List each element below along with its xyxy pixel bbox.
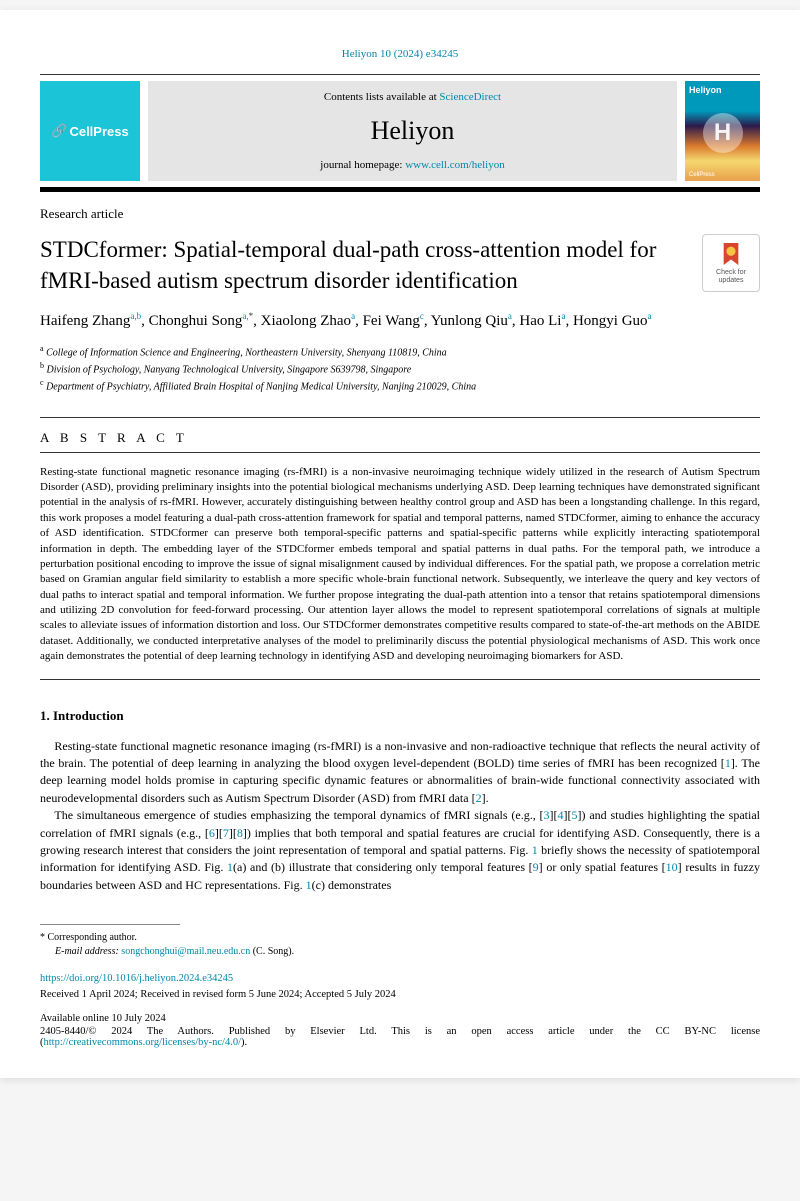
updates-text: Check forupdates bbox=[716, 269, 746, 284]
email-label: E-mail address: bbox=[55, 946, 121, 957]
citation-header: Heliyon 10 (2024) e34245 bbox=[40, 40, 760, 74]
author-affil: a bbox=[648, 311, 652, 321]
author-affil: a bbox=[351, 311, 355, 321]
page: Heliyon 10 (2024) e34245 🔗CellPress Cont… bbox=[0, 10, 800, 1078]
dates-line: Received 1 April 2024; Received in revis… bbox=[40, 989, 396, 1000]
homepage-link[interactable]: www.cell.com/heliyon bbox=[405, 159, 504, 171]
license-line: 2405-8440/© 2024 The Authors. Published … bbox=[40, 1026, 760, 1037]
top-banner: 🔗CellPress Contents lists available at S… bbox=[40, 74, 760, 181]
author: Chonghui Song bbox=[149, 313, 243, 329]
banner-center: Contents lists available at ScienceDirec… bbox=[148, 81, 677, 181]
ref-6[interactable]: 6 bbox=[209, 826, 215, 840]
author: Haifeng Zhang bbox=[40, 313, 130, 329]
email-suffix: (C. Song). bbox=[250, 946, 294, 957]
sciencedirect-link[interactable]: ScienceDirect bbox=[439, 91, 501, 103]
author: Yunlong Qiu bbox=[431, 313, 508, 329]
doi-block: https://doi.org/10.1016/j.heliyon.2024.e… bbox=[40, 971, 760, 1003]
doi-link[interactable]: https://doi.org/10.1016/j.heliyon.2024.e… bbox=[40, 973, 233, 984]
check-updates-badge[interactable]: Check forupdates bbox=[702, 234, 760, 292]
author-affil: a,b bbox=[130, 311, 141, 321]
journal-cover: Heliyon H CellPress bbox=[685, 81, 760, 181]
cover-title: Heliyon bbox=[689, 85, 756, 95]
ref-4[interactable]: 4 bbox=[558, 808, 564, 822]
link-icon: 🔗 bbox=[51, 123, 67, 139]
affiliation-a: College of Information Science and Engin… bbox=[46, 347, 447, 358]
article-type: Research article bbox=[40, 206, 760, 222]
ref-7[interactable]: 7 bbox=[223, 826, 229, 840]
footnotes: * Corresponding author. E-mail address: … bbox=[40, 931, 760, 959]
ref-3[interactable]: 3 bbox=[544, 808, 550, 822]
author-affil: c bbox=[420, 311, 424, 321]
homepage-prefix: journal homepage: bbox=[320, 159, 405, 171]
cellpress-text: CellPress bbox=[69, 124, 128, 139]
abstract-text: Resting-state functional magnetic resona… bbox=[40, 465, 760, 665]
rule bbox=[40, 679, 760, 680]
author: Fei Wang bbox=[363, 313, 420, 329]
contents-line: Contents lists available at ScienceDirec… bbox=[156, 91, 669, 103]
available-line: Available online 10 July 2024 bbox=[40, 1013, 760, 1024]
authors-list: Haifeng Zhanga,b, Chonghui Songa,*, Xiao… bbox=[40, 310, 760, 333]
thick-rule bbox=[40, 187, 760, 192]
intro-heading: 1. Introduction bbox=[40, 708, 760, 724]
footnote-rule bbox=[40, 924, 180, 925]
cellpress-logo[interactable]: 🔗CellPress bbox=[40, 81, 140, 181]
author-affil: a bbox=[561, 311, 565, 321]
license-url-line: (http://creativecommons.org/licenses/by-… bbox=[40, 1037, 760, 1048]
cover-h-icon: H bbox=[703, 113, 743, 153]
rule bbox=[40, 417, 760, 418]
corresponding-label: Corresponding author. bbox=[48, 932, 137, 943]
email-link[interactable]: songchonghui@mail.neu.edu.cn bbox=[121, 946, 250, 957]
author-affil: a bbox=[508, 311, 512, 321]
article-title: STDCformer: Spatial-temporal dual-path c… bbox=[40, 234, 690, 296]
intro-p1: Resting-state functional magnetic resona… bbox=[40, 738, 760, 808]
contents-prefix: Contents lists available at bbox=[324, 91, 439, 103]
title-row: STDCformer: Spatial-temporal dual-path c… bbox=[40, 234, 760, 296]
affiliation-c: Department of Psychiatry, Affiliated Bra… bbox=[46, 382, 476, 393]
homepage-line: journal homepage: www.cell.com/heliyon bbox=[156, 159, 669, 171]
license-link[interactable]: http://creativecommons.org/licenses/by-n… bbox=[44, 1037, 242, 1048]
cover-cellpress: CellPress bbox=[689, 172, 715, 178]
abstract-heading: A B S T R A C T bbox=[40, 430, 760, 446]
author: Xiaolong Zhao bbox=[261, 313, 351, 329]
ref-10[interactable]: 10 bbox=[666, 860, 678, 874]
rule bbox=[40, 452, 760, 453]
affiliations: a College of Information Science and Eng… bbox=[40, 343, 760, 395]
author: Hao Li bbox=[519, 313, 561, 329]
bookmark-icon bbox=[720, 241, 742, 267]
corresponding-mark: * bbox=[249, 311, 254, 321]
affiliation-b: Division of Psychology, Nanyang Technolo… bbox=[47, 364, 412, 375]
intro-p2: The simultaneous emergence of studies em… bbox=[40, 807, 760, 894]
author: Hongyi Guo bbox=[573, 313, 648, 329]
journal-name: Heliyon bbox=[156, 116, 669, 146]
